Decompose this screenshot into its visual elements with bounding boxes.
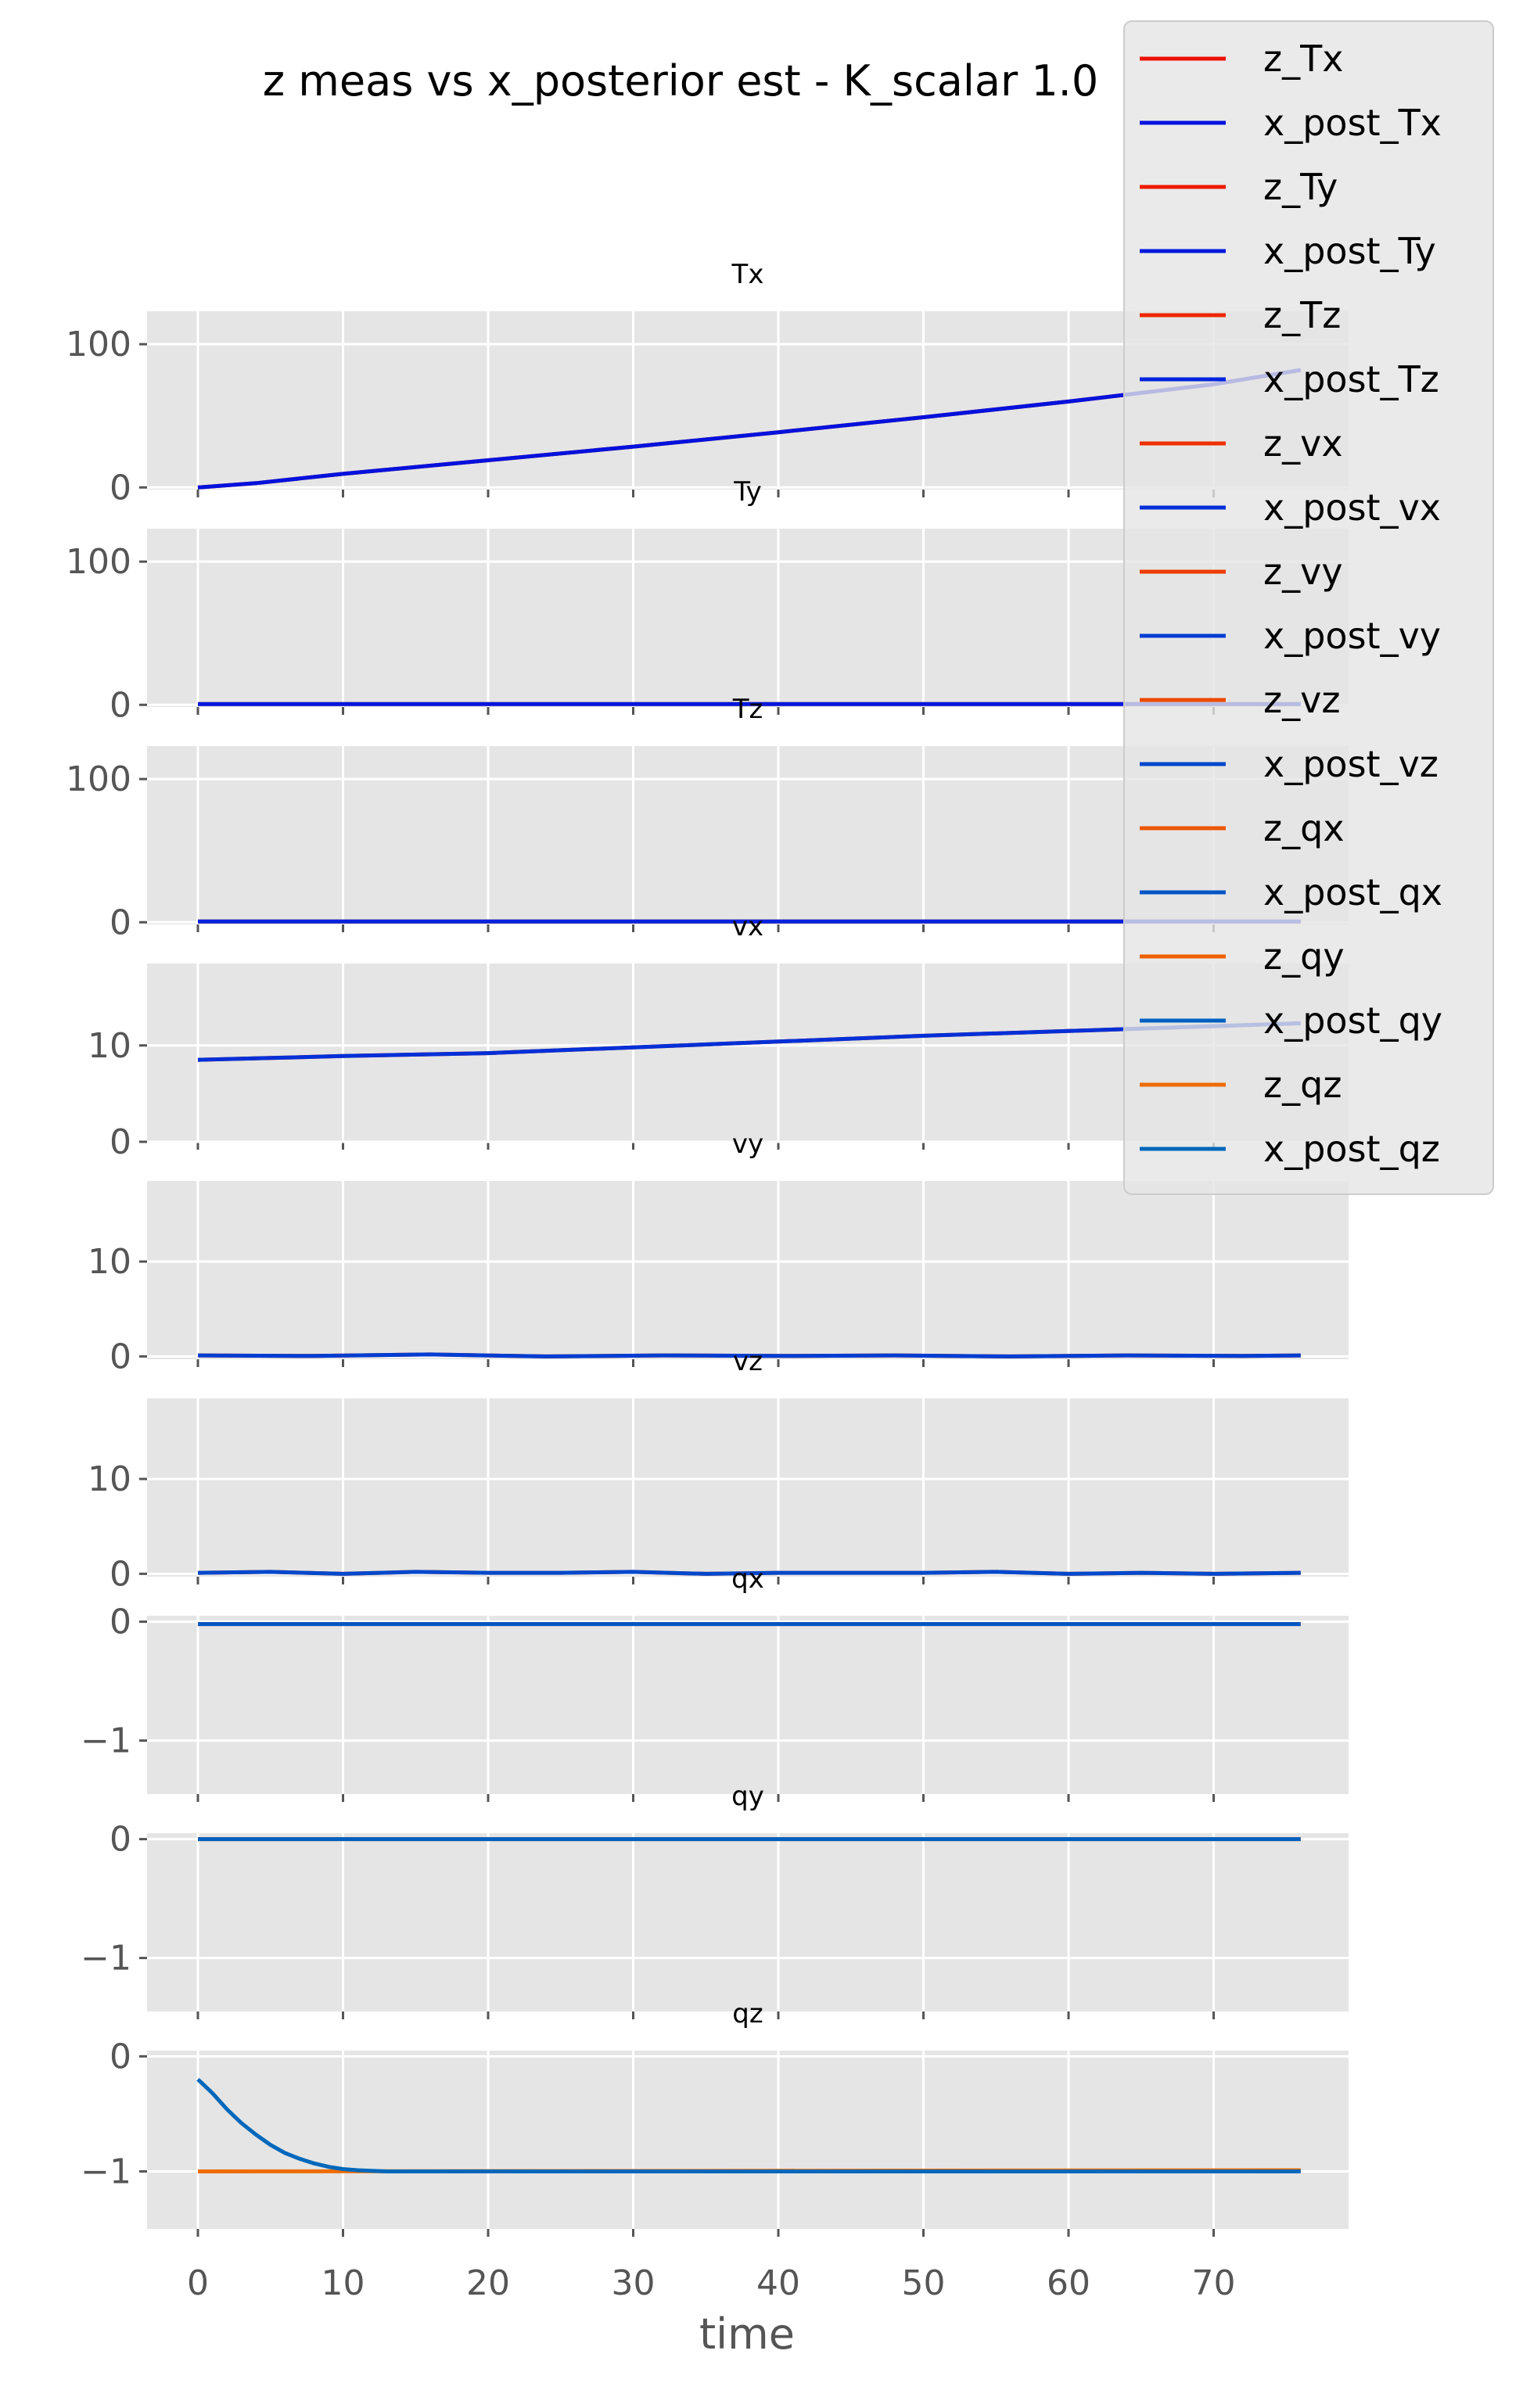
x-tick-label: 60 — [1047, 2263, 1090, 2303]
legend-label: x_post_Ty — [1263, 230, 1436, 272]
y-tick-label: 10 — [88, 1242, 131, 1282]
y-tick-label: −1 — [81, 2151, 131, 2191]
legend-label: z_vy — [1263, 551, 1343, 593]
x-tick-label: 40 — [756, 2263, 800, 2303]
legend-label: x_post_qz — [1263, 1128, 1440, 1170]
y-tick-label: 0 — [110, 1337, 131, 1376]
legend-label: z_Tz — [1263, 294, 1341, 336]
subplot-vy: 0 10 vy — [88, 1129, 1349, 1376]
y-tick-label: 0 — [110, 468, 131, 508]
legend-label: z_qx — [1263, 807, 1345, 849]
y-tick-label: 10 — [88, 1026, 131, 1066]
legend-label: z_vx — [1263, 422, 1343, 465]
y-tick-label: −1 — [81, 1721, 131, 1761]
plot-area — [147, 2051, 1349, 2229]
legend-label: z_qy — [1263, 935, 1345, 978]
subplot-qz: 0 −1 qz — [81, 1998, 1349, 2237]
x-tick-label: 10 — [321, 2263, 365, 2303]
subplot-title: vz — [733, 1346, 763, 1377]
x-tick-label: 20 — [466, 2263, 510, 2303]
y-tick-label: 0 — [110, 1122, 131, 1162]
plot-area — [147, 1616, 1349, 1794]
x-tick-label: 30 — [612, 2263, 656, 2303]
subplot-title: Tz — [732, 694, 763, 725]
x-tick-label: 50 — [902, 2263, 946, 2303]
y-tick-label: −1 — [81, 1939, 131, 1979]
legend-label: x_post_qy — [1263, 999, 1442, 1042]
plot-area — [147, 1833, 1349, 2011]
subplot-vz: 0 10 vz — [88, 1346, 1349, 1594]
legend-label: z_vz — [1263, 679, 1341, 721]
plot-area — [147, 1181, 1349, 1359]
y-tick-label: 100 — [66, 325, 131, 364]
legend-label: z_Ty — [1263, 166, 1338, 208]
y-tick-label: 0 — [110, 903, 131, 942]
legend-label: x_post_Tx — [1263, 102, 1442, 144]
legend-label: z_Tx — [1263, 38, 1343, 80]
subplot-title: vy — [732, 1129, 763, 1160]
series-x_post_qz — [196, 2077, 1301, 2173]
legend-label: z_qz — [1263, 1064, 1342, 1106]
chart-title: z meas vs x_posterior est - K_scalar 1.0 — [263, 56, 1098, 106]
series-x_post_vy — [197, 1352, 1301, 1358]
subplot-qx: 0 −1 qx — [81, 1563, 1349, 1802]
legend-label: x_post_vz — [1263, 743, 1439, 785]
y-tick-label: 0 — [110, 685, 131, 725]
plot-area — [147, 1398, 1349, 1577]
y-tick-label: 10 — [88, 1459, 131, 1499]
x-axis-label: time — [699, 2309, 795, 2359]
y-tick-label: 0 — [110, 1602, 131, 1642]
y-tick-label: 0 — [110, 1554, 131, 1594]
legend: z_Tx x_post_Tx z_Ty x_post_Ty z_Tz x_post_Tzz… — [1123, 20, 1494, 1195]
subplot-title: Ty — [733, 476, 762, 508]
y-tick-label: 100 — [66, 759, 131, 799]
legend-label: x_post_Tz — [1263, 358, 1439, 400]
subplot-title: qx — [731, 1563, 764, 1595]
x-tick-label: 70 — [1192, 2263, 1236, 2303]
y-tick-label: 0 — [110, 1820, 131, 1860]
subplot-qy: 0 −1 qy — [81, 1781, 1349, 2019]
subplot-title: qz — [732, 1998, 763, 2029]
subplot-title: vx — [732, 911, 763, 942]
y-tick-label: 100 — [66, 542, 131, 582]
legend-label: x_post_vx — [1263, 486, 1441, 529]
subplot-title: qy — [731, 1781, 764, 1812]
x-tick-label: 0 — [187, 2263, 209, 2303]
legend-label: x_post_vy — [1263, 615, 1441, 657]
series-x_post_vz — [197, 1570, 1301, 1576]
legend-label: x_post_qx — [1263, 871, 1442, 913]
subplot-title: Tx — [731, 259, 764, 290]
y-tick-label: 0 — [110, 2037, 131, 2076]
